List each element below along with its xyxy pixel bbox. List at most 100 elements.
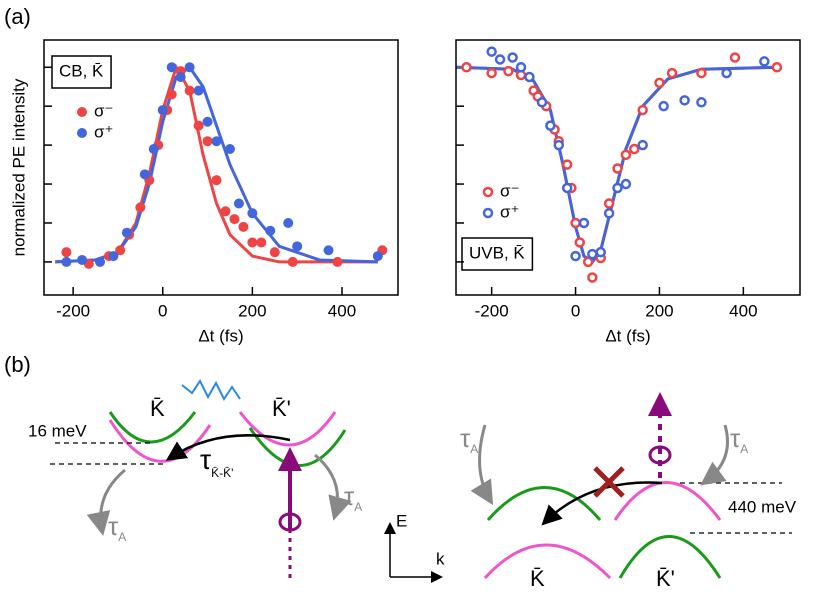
- energy-label: 16 meV: [28, 421, 87, 440]
- data-point: [759, 56, 770, 67]
- x-tick-label: 0: [571, 301, 580, 320]
- arrow: [470, 424, 494, 506]
- tau: τ: [200, 444, 211, 475]
- data-point: [233, 198, 244, 209]
- data-point: [612, 182, 623, 194]
- data-point: [721, 67, 732, 79]
- data-point: [486, 67, 497, 79]
- data-point: [292, 241, 303, 252]
- annotation: UVB, K̄: [469, 243, 525, 262]
- data-point: [553, 139, 565, 151]
- data-point: [283, 217, 294, 228]
- data-point: [515, 62, 527, 73]
- data-point: [115, 245, 126, 256]
- data-point: [629, 143, 640, 155]
- valley-label: K̄: [530, 566, 545, 591]
- data-point: [570, 250, 581, 262]
- data-point: [603, 207, 615, 219]
- data-point: [729, 52, 741, 63]
- data-point: [570, 217, 581, 229]
- x-tick-label: 200: [645, 301, 673, 320]
- data-point: [148, 144, 159, 155]
- data-point: [166, 89, 177, 100]
- data-point: [494, 54, 506, 65]
- valley-label: K̄: [150, 396, 165, 421]
- data-point: [561, 182, 573, 194]
- forbidden: [593, 466, 625, 498]
- band: [613, 481, 722, 521]
- x-tick-label: 200: [238, 301, 266, 320]
- x-tick-label: -200: [56, 301, 90, 320]
- data-point: [121, 227, 132, 238]
- tau-label: τA: [344, 481, 362, 514]
- band-diagram: [50, 379, 792, 583]
- polarization: [278, 512, 302, 532]
- legend-marker: [77, 128, 87, 138]
- data-point: [77, 254, 88, 265]
- tau-sub: K̄-K̄': [211, 466, 233, 480]
- data-point: [587, 248, 598, 260]
- x-tick-label: 400: [729, 301, 757, 320]
- data-point: [193, 120, 204, 131]
- data-point: [256, 237, 267, 248]
- panel-label: (b): [4, 352, 31, 377]
- data-point: [578, 217, 590, 229]
- data-point: [95, 256, 106, 267]
- arrow: [86, 468, 126, 536]
- tau: τ: [344, 481, 355, 511]
- valley-label: K̄': [656, 566, 675, 591]
- band: [248, 427, 347, 467]
- data-point: [603, 198, 615, 209]
- data-point: [220, 206, 231, 217]
- data-point: [587, 272, 598, 283]
- axis-label: E: [396, 511, 407, 530]
- data-point: [696, 97, 707, 108]
- data-point: [612, 163, 623, 174]
- fit-line: [55, 63, 378, 264]
- tau-label: τK̄-K̄': [200, 444, 233, 480]
- tau-sub: A: [740, 442, 748, 456]
- valley-label: K̄': [272, 396, 291, 421]
- tau: τ: [108, 511, 119, 541]
- data-point: [247, 237, 258, 248]
- data-point: [265, 225, 276, 236]
- panel-label: (a): [4, 4, 31, 29]
- annotation-box: [51, 55, 112, 89]
- data-point: [620, 178, 632, 190]
- data-point: [184, 62, 195, 73]
- plot-area: [55, 62, 388, 269]
- data-point: [545, 120, 556, 131]
- data-point: [620, 149, 632, 161]
- data-point: [287, 256, 298, 267]
- data-point: [157, 105, 168, 116]
- legend-marker: [482, 186, 494, 198]
- legend-label: σ⁺: [94, 122, 113, 141]
- data-point: [372, 251, 383, 262]
- data-point: [193, 85, 204, 96]
- plot-area: [456, 46, 783, 283]
- data-point: [269, 247, 280, 258]
- x-tick-label: 400: [328, 301, 356, 320]
- arrow: [700, 424, 729, 486]
- tau-sub: A: [354, 500, 362, 514]
- x-tick-label: -200: [475, 301, 509, 320]
- data-point: [211, 175, 222, 186]
- legend-label: σ⁻: [94, 101, 113, 120]
- data-point: [582, 256, 594, 268]
- arrow: [541, 481, 663, 526]
- data-point: [184, 85, 195, 96]
- band: [108, 411, 197, 444]
- data-point: [229, 214, 240, 225]
- data-point: [139, 169, 150, 180]
- photon: [181, 379, 241, 401]
- data-point: [679, 95, 690, 106]
- data-point: [211, 136, 222, 147]
- data-point: [637, 104, 648, 116]
- plot-frame: [43, 39, 399, 296]
- polarization: [648, 445, 672, 465]
- data-point: [595, 246, 606, 258]
- data-point: [224, 144, 235, 155]
- x-axis-label: Δt (fs): [605, 326, 650, 345]
- legend-marker: [482, 207, 494, 219]
- tau-sub: A: [470, 442, 478, 456]
